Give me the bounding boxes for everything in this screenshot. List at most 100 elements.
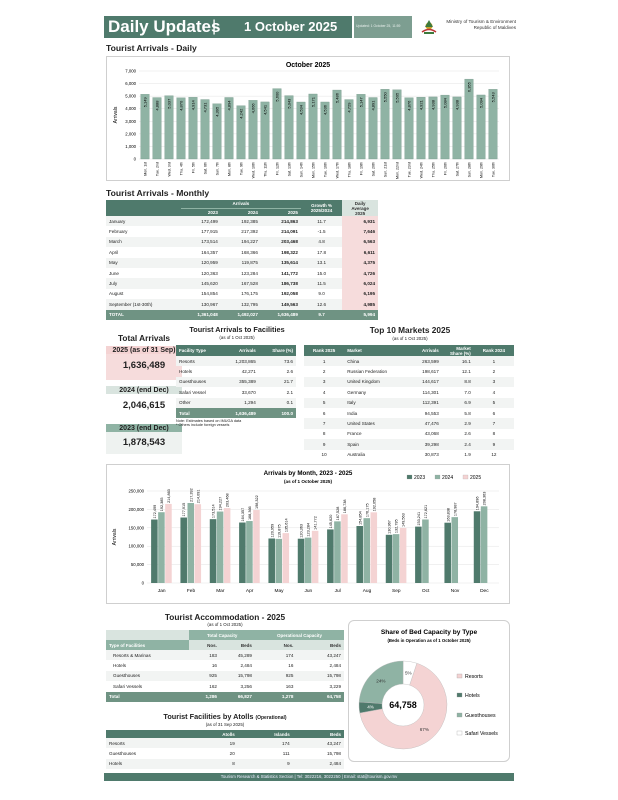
daily-section-title: Tourist Arrivals - Daily: [106, 43, 197, 53]
monthly-table-wrap: Arrivals Growth % 2025/2024 Daily Average 2…: [106, 200, 378, 320]
arrivals-by-month-chart: Arrivals by Month, 2023 - 2025 (as of 1 O…: [112, 470, 499, 594]
monthly-data-label: 168,366: [248, 506, 252, 520]
table-row: 3 United Kingdom 144,617 8.8 3: [304, 376, 514, 388]
accommodation-table: Total Capacity Operational Capacity Type…: [106, 630, 344, 702]
accommodation-table-body: Resorts & Marinas 183 45,289 174 43,247 Hotel…: [106, 650, 344, 702]
table-cell: 2.1: [286, 389, 293, 395]
table-row: 10 Australia 30,873 1.9 12: [304, 450, 514, 460]
daily-x-tick: Wed, 10th: [251, 162, 255, 178]
monthly-chart-title: Arrivals by Month, 2023 - 2025: [264, 470, 353, 477]
table-row: August 154,854 176,175 192,058 9.0 6,195: [106, 288, 378, 300]
daily-data-label: 5,171: [310, 96, 315, 107]
table-cell: 3: [304, 376, 345, 388]
monthly-bar-2023: [180, 517, 187, 583]
table-cell: Other: [176, 397, 222, 408]
daily-y-tick: 7,000: [125, 69, 136, 74]
table-cell: February: [109, 229, 128, 235]
table-total-row: Total 1,636,489 100.0: [176, 407, 296, 419]
monthly-data-label: 153,241: [417, 512, 421, 526]
monthly-data-label: 154,854: [358, 511, 362, 525]
monthly-bar-2023: [356, 526, 363, 583]
table-cell: 1,286: [189, 691, 220, 702]
daily-data-label: 4,666: [250, 103, 255, 114]
page-title: Daily Updates: [108, 17, 221, 36]
monthly-data-label: 141,772: [314, 516, 318, 530]
daily-data-label: 4,876: [406, 100, 411, 111]
table-cell: 1: [304, 356, 345, 367]
daily-x-tick: Thu, 25th: [431, 162, 435, 177]
monthly-x-tick: Nov: [451, 588, 460, 594]
table-cell: 192,385: [220, 216, 261, 227]
daily-bar: [332, 89, 342, 160]
monthly-data-label: 145,620: [329, 515, 333, 529]
total-2023-card: 2023 (end Dec) 1,878,543: [106, 424, 182, 454]
legend-label: 2025: [470, 475, 481, 481]
monthly-bar-2023: [473, 511, 481, 583]
pie-slice: [402, 660, 418, 686]
table-cell: 2.6: [464, 431, 471, 437]
daily-y-tick: 5,000: [125, 94, 136, 99]
monthly-bar-2024: [246, 521, 253, 583]
table-cell: United States: [344, 418, 410, 429]
table-cell: 43,247: [296, 650, 344, 661]
table-cell: 194,227: [220, 236, 261, 248]
daily-bar: [476, 94, 486, 160]
daily-chart-panel: October 2025 Arrivals 0 1,000 2,000 3,000 4,00…: [106, 56, 510, 181]
atolls-header: Atolls: [190, 730, 238, 738]
table-cell: 17.8: [317, 249, 327, 255]
table-row: May 120,959 119,875 135,614 13.1 4,375: [106, 257, 378, 268]
daily-bar: [296, 101, 306, 160]
monthly-data-label: 130,967: [388, 520, 392, 534]
daily-x-tick: Sun, 7th: [215, 162, 219, 175]
markets-title: Top 10 Markets 2025: [369, 325, 451, 335]
daily-data-label: 4,731: [202, 102, 207, 113]
monthly-bar-2025: [370, 512, 378, 583]
atolls-table-wrap: Atolls Islands Beds Resorts 19 174 43,247 Gu…: [106, 730, 344, 770]
table-cell: 176,175: [241, 291, 258, 297]
monthly-data-label: 120,363: [300, 524, 304, 538]
page-header: Daily Updates | 1 October 2025 Updated: …: [104, 16, 516, 38]
table-cell: January: [106, 216, 181, 227]
daily-bar: [380, 89, 390, 160]
monthly-section-title: Tourist Arrivals - Monthly: [106, 188, 210, 198]
table-cell: 186,738: [260, 278, 301, 289]
monthly-data-label: 194,896: [476, 497, 480, 511]
table-row: 5 Italy 112,391 6.9 5: [304, 397, 514, 408]
daily-x-tick: Fri, 26th: [443, 162, 447, 175]
daily-bar: [152, 97, 162, 160]
accommodation-nos-header: Nos.: [189, 640, 220, 650]
table-cell: Spain: [344, 439, 410, 450]
daily-data-label: 4,891: [370, 100, 375, 111]
table-cell: 9.7: [300, 309, 343, 320]
ministry-line1: Ministry of Tourism & Environment: [446, 19, 516, 24]
accommodation-beds-header: Beds: [219, 640, 255, 650]
table-row: 9 Spain 39,298 2.4 9: [304, 439, 514, 450]
table-row: 2 Russian Federation 198,617 12.1 2: [304, 366, 514, 376]
table-cell: 214,863: [260, 216, 301, 227]
table-cell: 154,854: [201, 291, 218, 297]
table-cell: 173,514: [180, 236, 221, 248]
table-cell: Italy: [344, 397, 410, 408]
table-cell: 1,636,489: [260, 309, 301, 320]
table-cell: 21.7: [258, 376, 296, 388]
total-2025-label: 2025 (as of 31 Sep): [106, 346, 182, 354]
total-2024-label: 2024 (end Dec): [106, 386, 182, 394]
table-cell: 162: [209, 683, 217, 689]
table-cell: 12.6: [300, 299, 343, 310]
table-cell: 168,366: [241, 249, 258, 255]
total-2025-card: 2025 (as of 31 Sep) 1,636,489: [106, 346, 182, 380]
atolls-title-tag: (Operational): [255, 715, 287, 721]
atolls-header: Islands: [237, 730, 293, 738]
monthly-bar-2023: [415, 526, 422, 583]
table-cell: Safari Vessel: [179, 389, 206, 395]
monthly-bar-2024: [334, 521, 341, 583]
daily-x-tick: Sun, 14th: [299, 162, 303, 177]
pie-legend-swatch: [456, 673, 463, 679]
total-arrivals-title: Total Arrivals: [117, 333, 171, 343]
table-cell: 15,798: [326, 751, 341, 757]
table-cell: 111: [282, 751, 290, 757]
table-cell: 2.9: [441, 418, 474, 429]
daily-data-label: 5,149: [142, 97, 147, 108]
accommodation-nos-header: Nos.: [254, 640, 297, 650]
table-cell: 149,563: [260, 299, 301, 310]
